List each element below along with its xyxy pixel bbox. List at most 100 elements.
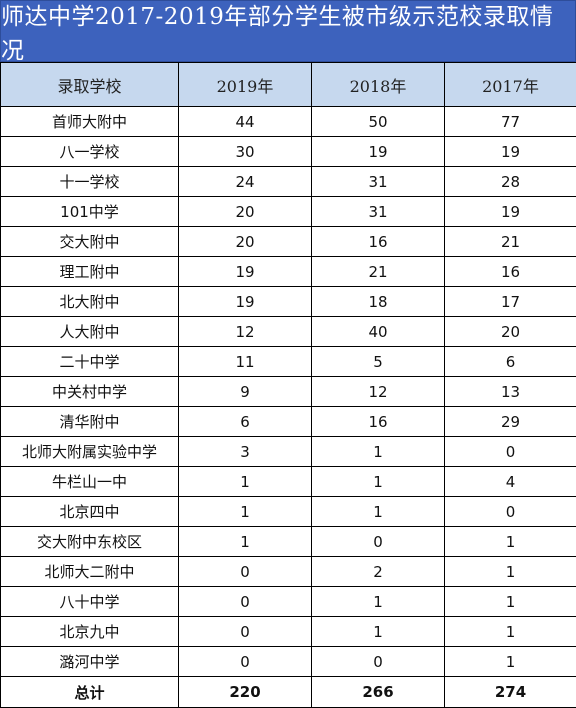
table-row: 清华附中 6 16 29 bbox=[0, 406, 576, 437]
table-row: 潞河中学 0 0 1 bbox=[0, 646, 576, 677]
value-2018-cell: 31 bbox=[311, 196, 445, 227]
value-2019-cell: 0 bbox=[178, 586, 312, 617]
table-row: 北京四中 1 1 0 bbox=[0, 496, 576, 527]
table-row: 八十中学 0 1 1 bbox=[0, 586, 576, 617]
table-row: 首师大附中 44 50 77 bbox=[0, 106, 576, 137]
admission-table: 录取学校 2019年 2018年 2017年 首师大附中 44 50 77 八一学校 30… bbox=[0, 62, 576, 708]
school-cell: 北京四中 bbox=[0, 496, 179, 527]
value-2017-cell: 0 bbox=[444, 436, 576, 467]
table-row: 中关村中学 9 12 13 bbox=[0, 376, 576, 407]
value-2019-cell: 3 bbox=[178, 436, 312, 467]
value-2018-cell: 0 bbox=[311, 646, 445, 677]
school-cell: 交大附中 bbox=[0, 226, 179, 257]
table-row: 二十中学 11 5 6 bbox=[0, 346, 576, 377]
value-2019-cell: 44 bbox=[178, 106, 312, 137]
header-2019: 2019年 bbox=[178, 62, 312, 107]
value-2019-cell: 0 bbox=[178, 616, 312, 647]
table-row: 交大附中 20 16 21 bbox=[0, 226, 576, 257]
value-2017-cell: 21 bbox=[444, 226, 576, 257]
value-2017-cell: 1 bbox=[444, 646, 576, 677]
school-cell: 首师大附中 bbox=[0, 106, 179, 137]
value-2018-cell: 1 bbox=[311, 496, 445, 527]
school-cell: 八一学校 bbox=[0, 136, 179, 167]
value-2017-cell: 1 bbox=[444, 616, 576, 647]
header-2018: 2018年 bbox=[311, 62, 445, 107]
total-2017: 274 bbox=[444, 676, 576, 708]
table-row: 牛栏山一中 1 1 4 bbox=[0, 466, 576, 497]
value-2018-cell: 1 bbox=[311, 466, 445, 497]
school-cell: 交大附中东校区 bbox=[0, 526, 179, 557]
school-cell: 101中学 bbox=[0, 196, 179, 227]
value-2017-cell: 77 bbox=[444, 106, 576, 137]
table-row: 北大附中 19 18 17 bbox=[0, 286, 576, 317]
value-2017-cell: 1 bbox=[444, 526, 576, 557]
value-2017-cell: 19 bbox=[444, 136, 576, 167]
table-row: 八一学校 30 19 19 bbox=[0, 136, 576, 167]
school-cell: 清华附中 bbox=[0, 406, 179, 437]
school-cell: 牛栏山一中 bbox=[0, 466, 179, 497]
value-2019-cell: 1 bbox=[178, 526, 312, 557]
value-2017-cell: 19 bbox=[444, 196, 576, 227]
value-2019-cell: 11 bbox=[178, 346, 312, 377]
value-2017-cell: 16 bbox=[444, 256, 576, 287]
value-2018-cell: 0 bbox=[311, 526, 445, 557]
table-row: 交大附中东校区 1 0 1 bbox=[0, 526, 576, 557]
school-cell: 北京九中 bbox=[0, 616, 179, 647]
value-2019-cell: 20 bbox=[178, 226, 312, 257]
value-2019-cell: 1 bbox=[178, 466, 312, 497]
value-2017-cell: 13 bbox=[444, 376, 576, 407]
table-row: 北京九中 0 1 1 bbox=[0, 616, 576, 647]
value-2018-cell: 40 bbox=[311, 316, 445, 347]
value-2018-cell: 12 bbox=[311, 376, 445, 407]
school-cell: 北师大附属实验中学 bbox=[0, 436, 179, 467]
table-row: 十一学校 24 31 28 bbox=[0, 166, 576, 197]
value-2018-cell: 1 bbox=[311, 616, 445, 647]
table-body: 首师大附中 44 50 77 八一学校 30 19 19 十一学校 24 31 28 101中学 20 31… bbox=[0, 106, 576, 677]
value-2019-cell: 24 bbox=[178, 166, 312, 197]
header-2017: 2017年 bbox=[444, 62, 576, 107]
school-cell: 八十中学 bbox=[0, 586, 179, 617]
value-2019-cell: 12 bbox=[178, 316, 312, 347]
table-row: 101中学 20 31 19 bbox=[0, 196, 576, 227]
table-row: 人大附中 12 40 20 bbox=[0, 316, 576, 347]
value-2017-cell: 0 bbox=[444, 496, 576, 527]
value-2019-cell: 9 bbox=[178, 376, 312, 407]
value-2018-cell: 2 bbox=[311, 556, 445, 587]
value-2018-cell: 31 bbox=[311, 166, 445, 197]
value-2018-cell: 50 bbox=[311, 106, 445, 137]
school-cell: 北大附中 bbox=[0, 286, 179, 317]
total-2018: 266 bbox=[311, 676, 445, 708]
value-2019-cell: 1 bbox=[178, 496, 312, 527]
value-2019-cell: 19 bbox=[178, 286, 312, 317]
value-2018-cell: 16 bbox=[311, 406, 445, 437]
value-2018-cell: 19 bbox=[311, 136, 445, 167]
value-2018-cell: 16 bbox=[311, 226, 445, 257]
value-2019-cell: 0 bbox=[178, 646, 312, 677]
table-row: 理工附中 19 21 16 bbox=[0, 256, 576, 287]
value-2018-cell: 18 bbox=[311, 286, 445, 317]
total-label: 总计 bbox=[0, 676, 179, 708]
value-2018-cell: 21 bbox=[311, 256, 445, 287]
value-2017-cell: 28 bbox=[444, 166, 576, 197]
total-row: 总计 220 266 274 bbox=[0, 676, 576, 708]
table-row: 北师大二附中 0 2 1 bbox=[0, 556, 576, 587]
value-2018-cell: 1 bbox=[311, 436, 445, 467]
school-cell: 理工附中 bbox=[0, 256, 179, 287]
value-2018-cell: 1 bbox=[311, 586, 445, 617]
value-2017-cell: 4 bbox=[444, 466, 576, 497]
school-cell: 十一学校 bbox=[0, 166, 179, 197]
table-row: 北师大附属实验中学 3 1 0 bbox=[0, 436, 576, 467]
school-cell: 人大附中 bbox=[0, 316, 179, 347]
total-2019: 220 bbox=[178, 676, 312, 708]
value-2019-cell: 30 bbox=[178, 136, 312, 167]
header-school: 录取学校 bbox=[0, 62, 179, 107]
school-cell: 二十中学 bbox=[0, 346, 179, 377]
value-2017-cell: 1 bbox=[444, 556, 576, 587]
school-cell: 北师大二附中 bbox=[0, 556, 179, 587]
value-2017-cell: 17 bbox=[444, 286, 576, 317]
value-2017-cell: 29 bbox=[444, 406, 576, 437]
value-2019-cell: 20 bbox=[178, 196, 312, 227]
value-2018-cell: 5 bbox=[311, 346, 445, 377]
value-2017-cell: 20 bbox=[444, 316, 576, 347]
table-header-row: 录取学校 2019年 2018年 2017年 bbox=[0, 62, 576, 107]
